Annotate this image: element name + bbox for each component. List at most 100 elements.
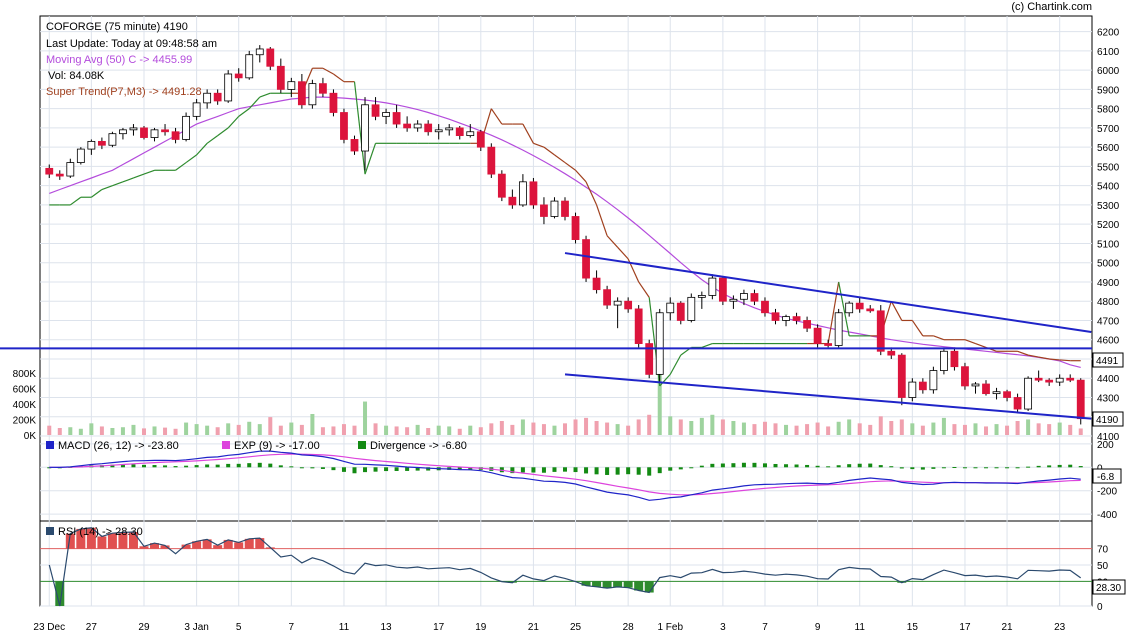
time-tick-label: 7 (762, 622, 768, 633)
candle-body (961, 366, 969, 387)
volume-bar (47, 425, 52, 435)
volume-bar (520, 419, 525, 435)
candle-body (613, 300, 622, 306)
divergence-bar (563, 467, 567, 472)
trendlines (0, 252, 1092, 420)
price-tick-label: 5000 (1097, 259, 1120, 270)
supertrend-segment (701, 343, 713, 348)
volume-tick-label: 0K (24, 431, 37, 442)
volume-bar (268, 417, 273, 435)
supertrend-segment (69, 196, 82, 206)
supertrend-badge: 4491 (1096, 356, 1119, 367)
time-tick-label: 19 (475, 622, 487, 633)
volume-bar (836, 421, 841, 435)
price-tick-label: 4400 (1097, 374, 1120, 385)
divergence-bar (636, 467, 641, 475)
divergence-bar (594, 467, 599, 475)
supertrend-segment (238, 108, 250, 117)
supertrend-segment (606, 235, 619, 248)
volume-bar (531, 422, 536, 435)
supertrend-segment (101, 185, 113, 191)
volume-bar (952, 424, 957, 435)
candle-body (1034, 377, 1043, 381)
moving-average-line (49, 96, 1081, 368)
time-tick-label: 3 (720, 622, 726, 633)
candle-body (645, 343, 654, 375)
candle-body (45, 167, 54, 175)
divergence-bar (868, 463, 873, 468)
volume-bar (1068, 424, 1073, 435)
volume-bar (173, 428, 178, 435)
divergence-bar (1068, 464, 1073, 468)
candle-body (592, 277, 601, 291)
volume-bar (57, 428, 62, 435)
divergence-bar (973, 467, 978, 469)
divergence-bar (941, 467, 946, 469)
volume-bar (415, 424, 420, 435)
candle-body (887, 350, 896, 356)
divergence-bar (605, 467, 610, 475)
volume-bar (794, 425, 799, 435)
candle-body (140, 127, 148, 138)
divergence-bar (762, 463, 767, 468)
candle-body (761, 300, 769, 314)
divergence-bar (226, 463, 231, 468)
volume-bar (784, 424, 789, 435)
volume-tick-label: 200K (13, 415, 37, 426)
divergence-bar (289, 466, 294, 468)
macd-legend: MACD (26, 12) -> -23.80 (58, 440, 179, 452)
volume-bar (78, 428, 83, 435)
time-tick-label: 28 (623, 622, 635, 633)
last-update: Last Update: Today at 09:48:58 am (46, 38, 217, 50)
volume-bar (141, 428, 146, 435)
price-tick-label: 5800 (1097, 105, 1120, 116)
volume-bar (1026, 419, 1031, 435)
exp-legend-swatch (222, 441, 230, 449)
divergence-bar (626, 467, 631, 475)
price-tick-label: 4600 (1097, 336, 1120, 347)
candle-body (171, 131, 180, 140)
volume-bar (710, 414, 715, 435)
time-tick-label: 11 (339, 622, 350, 633)
candle-body (529, 181, 538, 206)
candle-body (982, 383, 990, 395)
divergence-bar (205, 464, 210, 468)
divergence-bar (1036, 465, 1041, 468)
divergence-bar (415, 467, 420, 471)
volume-bar (962, 424, 967, 435)
volume-bar (899, 419, 904, 435)
divergence-bar (257, 462, 262, 468)
macd-tick-label: -400 (1097, 510, 1117, 521)
price-tick-label: 5900 (1097, 85, 1120, 96)
supertrend-segment (1028, 354, 1039, 358)
supertrend-badge-box (1092, 352, 1124, 368)
supertrend-segment (333, 73, 345, 83)
candle-body (129, 127, 138, 131)
supertrend-segment (122, 177, 134, 183)
supertrend-segment (1017, 350, 1029, 356)
volume-bar (468, 425, 473, 435)
volume-bar (478, 427, 483, 435)
divergence-bar (910, 467, 915, 470)
divergence-bar (184, 465, 189, 468)
candle-body (813, 327, 822, 344)
price-tick-label: 5600 (1097, 143, 1120, 154)
divergence-bar (920, 467, 925, 470)
volume-bar (857, 423, 862, 435)
div-legend-swatch (358, 441, 366, 449)
time-tick-label: 27 (86, 622, 98, 633)
candle-body (308, 83, 317, 106)
candle-body (792, 316, 801, 321)
time-tick-label: 7 (289, 622, 295, 633)
volume-bar (99, 426, 104, 435)
candle-body (866, 308, 875, 312)
candle-body (971, 383, 980, 387)
divergence-bar (520, 467, 525, 473)
candle-body (771, 312, 780, 321)
candle-body (582, 239, 590, 279)
supertrend-segment (533, 142, 545, 148)
candle-body (476, 131, 485, 148)
candle-body (1003, 391, 1011, 398)
candle-body (455, 127, 464, 137)
